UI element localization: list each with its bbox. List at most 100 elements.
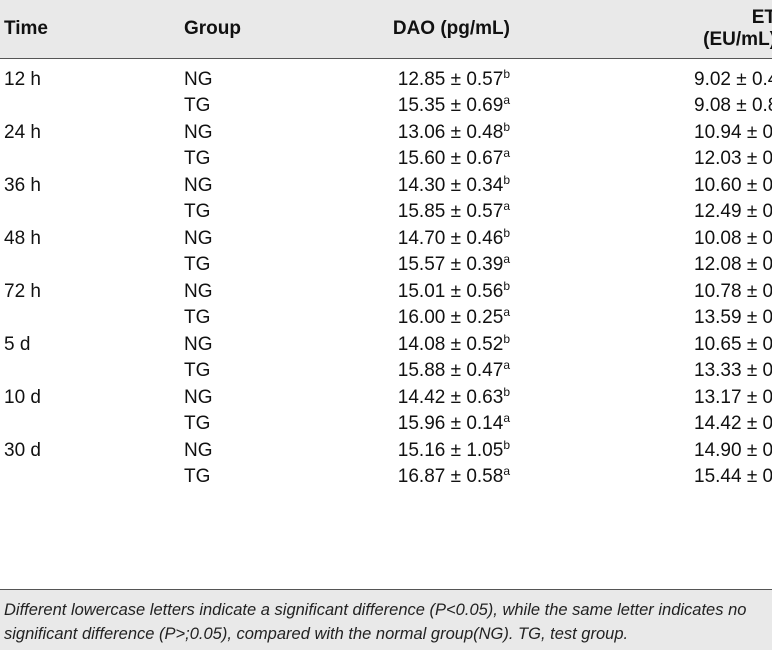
cell-time: 48 h: [4, 227, 41, 249]
et-value-wrap: 14.90 ± 0.21b: [694, 438, 772, 465]
cell-group: NG: [184, 121, 213, 143]
cell-dao: 15.60 ± 0.67a: [364, 146, 694, 173]
cell-time: [0, 358, 184, 385]
header-dao-label: DAO (pg/mL): [392, 17, 510, 39]
header-et: ET (EU/mL): [694, 0, 772, 59]
cell-et: 13.59 ± 0.73a: [694, 305, 772, 332]
cell-group: TG: [184, 201, 211, 222]
et-value-wrap: 12.03 ± 0.33a: [694, 146, 772, 173]
et-value-wrap: 9.02 ± 0.47a: [694, 67, 772, 94]
dao-significance-letter: b: [503, 119, 510, 134]
cell-time: 12 h: [4, 68, 41, 90]
header-row: Time Group DAO (pg/mL) ET (EU/mL): [0, 0, 772, 59]
dao-value-wrap: 13.06 ± 0.48b: [364, 120, 510, 147]
cell-group: TG: [184, 360, 211, 381]
dao-value-wrap: 16.87 ± 0.58a: [364, 464, 510, 491]
data-table: Time Group DAO (pg/mL) ET (EU/mL) 12 h NG…: [0, 0, 772, 499]
bottom-rule: [0, 589, 772, 590]
dao-significance-letter: a: [503, 146, 510, 160]
et-value: 10.78 ± 0.52: [694, 280, 772, 302]
cell-time: 36 h: [4, 174, 41, 196]
cell-group: TG: [184, 95, 211, 116]
cell-group: NG: [184, 386, 213, 408]
et-value-wrap: 15.44 ± 0.24a: [694, 464, 772, 491]
cell-dao: 15.85 ± 0.57a: [364, 199, 694, 226]
et-value-wrap: 14.42 ± 0.36a: [694, 411, 772, 438]
dao-value-wrap: 15.96 ± 0.14a: [364, 411, 510, 438]
et-value-wrap: 10.94 ± 0.66b: [694, 120, 772, 147]
et-value: 12.08 ± 0.44: [694, 254, 772, 275]
cell-et: 14.42 ± 0.36a: [694, 411, 772, 438]
dao-significance-letter: a: [503, 199, 510, 213]
cell-et: 10.60 ± 0.53b: [694, 173, 772, 200]
dao-value-wrap: 14.70 ± 0.46b: [364, 226, 510, 253]
dao-significance-letter: a: [503, 358, 510, 372]
dao-value: 13.06 ± 0.48: [397, 121, 504, 143]
dao-value-wrap: 15.88 ± 0.47a: [364, 358, 510, 385]
et-value: 13.17 ± 0.30: [694, 386, 772, 408]
cell-dao: 14.42 ± 0.63b: [364, 385, 694, 412]
cell-et: 9.08 ± 0.86a: [694, 93, 772, 120]
dao-value-wrap: 12.85 ± 0.57b: [364, 67, 510, 94]
cell-group: NG: [184, 439, 213, 461]
cell-time: 24 h: [4, 121, 41, 143]
et-value: 13.33 ± 0.38: [694, 360, 772, 381]
et-value: 10.94 ± 0.66: [694, 121, 772, 143]
et-value: 9.02 ± 0.47: [694, 68, 772, 90]
cell-group: NG: [184, 174, 213, 196]
cell-group: NG: [184, 227, 213, 249]
cell-group: TG: [184, 413, 211, 434]
dao-significance-letter: b: [503, 66, 510, 81]
cell-dao: 14.08 ± 0.52b: [364, 332, 694, 359]
cell-group: TG: [184, 148, 211, 169]
cell-time: [0, 252, 184, 279]
cell-dao: 15.01 ± 0.56b: [364, 279, 694, 306]
et-value: 15.44 ± 0.24: [694, 466, 772, 487]
cell-et: 12.49 ± 0.57a: [694, 199, 772, 226]
cell-dao: 15.96 ± 0.14a: [364, 411, 694, 438]
dao-significance-letter: a: [503, 93, 510, 107]
dao-value: 14.42 ± 0.63: [397, 386, 504, 408]
cell-dao: 14.30 ± 0.34b: [364, 173, 694, 200]
cell-et: 10.65 ± 0.38b: [694, 332, 772, 359]
cell-dao: 13.06 ± 0.48b: [364, 120, 694, 147]
dao-value-wrap: 14.42 ± 0.63b: [364, 385, 510, 412]
cell-et: 15.44 ± 0.24a: [694, 464, 772, 499]
dao-value: 16.87 ± 0.58: [397, 466, 504, 487]
et-value: 9.08 ± 0.86: [694, 95, 772, 116]
cell-dao: 16.87 ± 0.58a: [364, 464, 694, 499]
footnote: Different lowercase letters indicate a s…: [4, 601, 747, 643]
cell-group: NG: [184, 68, 213, 90]
table-row: 12 h NG 12.85 ± 0.57b 9.02 ± 0.47a: [0, 58, 772, 93]
et-value: 14.42 ± 0.36: [694, 413, 772, 434]
dao-value-wrap: 15.16 ± 1.05b: [364, 438, 510, 465]
et-value-wrap: 13.17 ± 0.30b: [694, 385, 772, 412]
et-value-wrap: 12.08 ± 0.44a: [694, 252, 772, 279]
cell-et: 12.03 ± 0.33a: [694, 146, 772, 173]
et-value-wrap: 10.78 ± 0.52b: [694, 279, 772, 306]
footnote-band: [0, 590, 772, 650]
et-value-wrap: 10.60 ± 0.53b: [694, 173, 772, 200]
et-value: 12.03 ± 0.33: [694, 148, 772, 169]
table-row: TG 15.96 ± 0.14a 14.42 ± 0.36a: [0, 411, 772, 438]
cell-time: [0, 199, 184, 226]
cell-time: [0, 305, 184, 332]
cell-dao: 15.57 ± 0.39a: [364, 252, 694, 279]
et-value-wrap: 12.49 ± 0.57a: [694, 199, 772, 226]
dao-value: 15.60 ± 0.67: [397, 148, 504, 169]
cell-et: 13.33 ± 0.38a: [694, 358, 772, 385]
cell-et: 10.78 ± 0.52b: [694, 279, 772, 306]
et-value: 10.60 ± 0.53: [694, 174, 772, 196]
